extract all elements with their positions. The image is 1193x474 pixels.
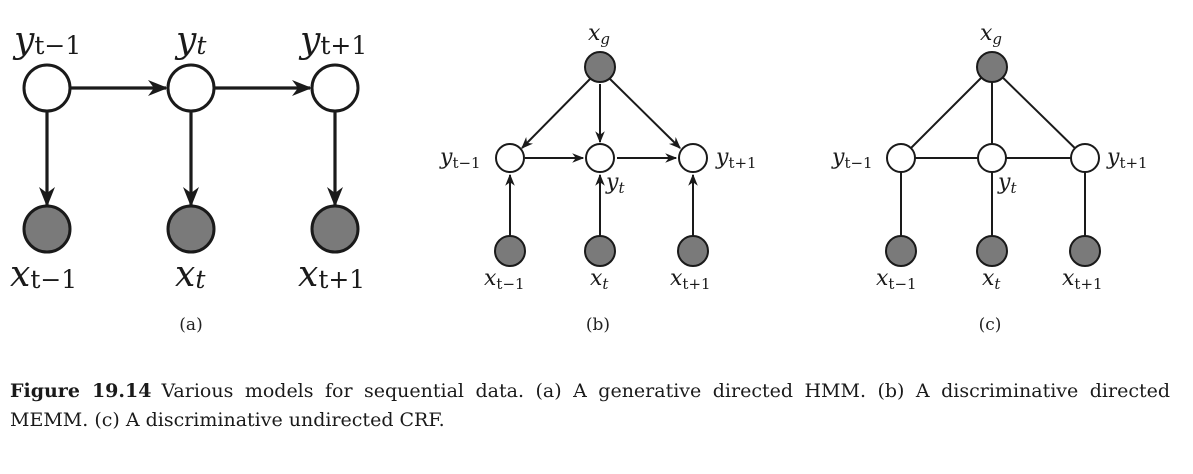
figure-caption-text: Various models for sequential data. (a) … (10, 380, 1170, 432)
node-y-t (166, 63, 216, 113)
node-x-t-minus-1 (885, 235, 917, 267)
label-x-t-minus-1: xt−1 (484, 266, 525, 293)
labels-c: xg yt−1 yt yt+1 xt−1 xt xt+1 (c) (831, 21, 1148, 335)
label-x-t-minus-1: xt−1 (10, 254, 77, 295)
label-y-t-plus-1: yt+1 (715, 145, 757, 172)
figure-caption: Figure 19.14 Various models for sequentia… (10, 377, 1170, 436)
labels-a: yt−1 yt yt+1 xt−1 xt xt+1 (a) (10, 20, 367, 335)
node-y-t (977, 143, 1007, 173)
label-x-t-plus-1: xt+1 (670, 266, 711, 293)
node-x-t-plus-1 (1069, 235, 1101, 267)
label-y-t: yt (174, 20, 207, 61)
edge-xg-y1 (900, 66, 993, 159)
label-y-t-plus-1: yt+1 (1106, 145, 1148, 172)
edges-a (39, 80, 343, 207)
label-y-t: yt (605, 170, 625, 197)
node-y-t-plus-1 (1070, 143, 1100, 173)
nodes-c (885, 51, 1101, 267)
node-y-t (585, 143, 615, 173)
panel-b-memm: xg yt−1 yt yt+1 xt−1 xt xt+1 (b) (439, 21, 757, 335)
node-x-t-plus-1 (677, 235, 709, 267)
label-x-t-plus-1: xt+1 (1062, 266, 1103, 293)
node-x-g (976, 51, 1008, 83)
node-x-t (166, 204, 216, 254)
node-y-t-minus-1 (22, 63, 72, 113)
label-y-t-plus-1: yt+1 (298, 20, 367, 61)
node-y-t-plus-1 (678, 143, 708, 173)
label-x-t: xt (590, 266, 609, 293)
node-x-t (584, 235, 616, 267)
figure-diagrams: yt−1 yt yt+1 xt−1 xt xt+1 (a) (10, 20, 1148, 335)
edge-xg-y1 (521, 78, 591, 149)
edges-b (505, 78, 698, 236)
nodes-b (494, 51, 709, 267)
label-x-t: xt (175, 254, 206, 295)
node-y-t-minus-1 (886, 143, 916, 173)
panel-label-c: (c) (979, 315, 1002, 335)
node-y-t-minus-1 (495, 143, 525, 173)
panel-c-crf: xg yt−1 yt yt+1 xt−1 xt xt+1 (c) (831, 21, 1148, 335)
node-x-t (976, 235, 1008, 267)
node-x-t-plus-1 (310, 204, 360, 254)
figure-number: Figure 19.14 (10, 380, 152, 402)
labels-b: xg yt−1 yt yt+1 xt−1 xt xt+1 (b) (439, 21, 757, 335)
label-y-t-minus-1: yt−1 (831, 145, 873, 172)
panel-label-b: (b) (586, 315, 610, 335)
label-y-t-minus-1: yt−1 (12, 20, 81, 61)
node-x-t-minus-1 (22, 204, 72, 254)
label-x-t-minus-1: xt−1 (876, 266, 917, 293)
label-x-t-plus-1: xt+1 (298, 254, 365, 295)
node-x-t-minus-1 (494, 235, 526, 267)
node-x-g (584, 51, 616, 83)
label-x-g: xg (980, 21, 1002, 48)
label-x-t: xt (982, 266, 1001, 293)
nodes-a (22, 63, 360, 254)
panel-a-hmm: yt−1 yt yt+1 xt−1 xt xt+1 (a) (10, 20, 367, 335)
panel-label-a: (a) (179, 315, 202, 335)
label-y-t: yt (997, 170, 1017, 197)
edge-xg-y3 (991, 66, 1086, 159)
edge-xg-y3 (609, 78, 681, 149)
label-x-g: xg (588, 21, 610, 48)
node-y-t-plus-1 (310, 63, 360, 113)
label-y-t-minus-1: yt−1 (439, 145, 481, 172)
